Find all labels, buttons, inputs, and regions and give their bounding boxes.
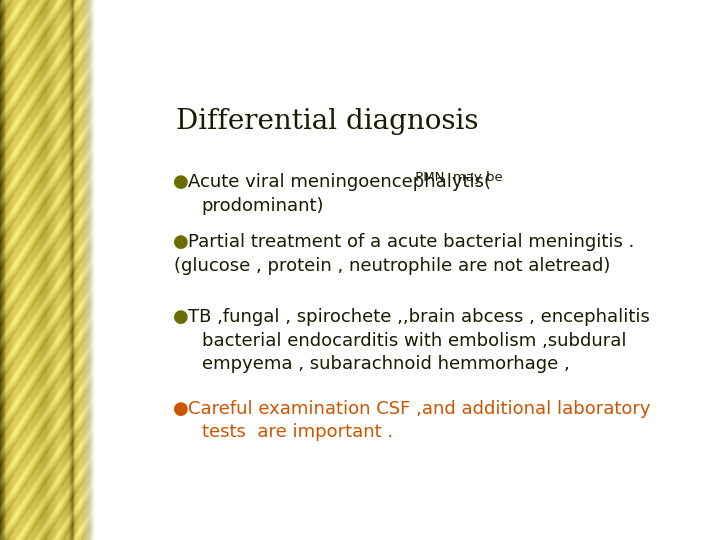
Text: Acute viral meningoencephalytis(: Acute viral meningoencephalytis( (188, 173, 490, 191)
Text: prodominant): prodominant) (202, 197, 324, 214)
Text: (glucose , protein , neutrophile are not aletread): (glucose , protein , neutrophile are not… (174, 257, 610, 275)
Text: tests  are important .: tests are important . (202, 423, 392, 441)
Text: PMN  may be: PMN may be (411, 171, 503, 184)
Text: ●: ● (173, 173, 189, 191)
Text: TB ,fungal , spirochete ,,brain abcess , encephalitis: TB ,fungal , spirochete ,,brain abcess ,… (188, 308, 649, 326)
Text: bacterial endocarditis with embolism ,subdural: bacterial endocarditis with embolism ,su… (202, 332, 626, 350)
Text: Partial treatment of a acute bacterial meningitis .: Partial treatment of a acute bacterial m… (188, 233, 634, 251)
Text: empyema , subarachnoid hemmorhage ,: empyema , subarachnoid hemmorhage , (202, 355, 570, 374)
Text: Careful examination CSF ,and additional laboratory: Careful examination CSF ,and additional … (188, 400, 650, 417)
Text: Differential diagnosis: Differential diagnosis (176, 109, 479, 136)
Text: ●: ● (173, 233, 189, 251)
Text: ●: ● (173, 400, 189, 417)
Text: ●: ● (173, 308, 189, 326)
